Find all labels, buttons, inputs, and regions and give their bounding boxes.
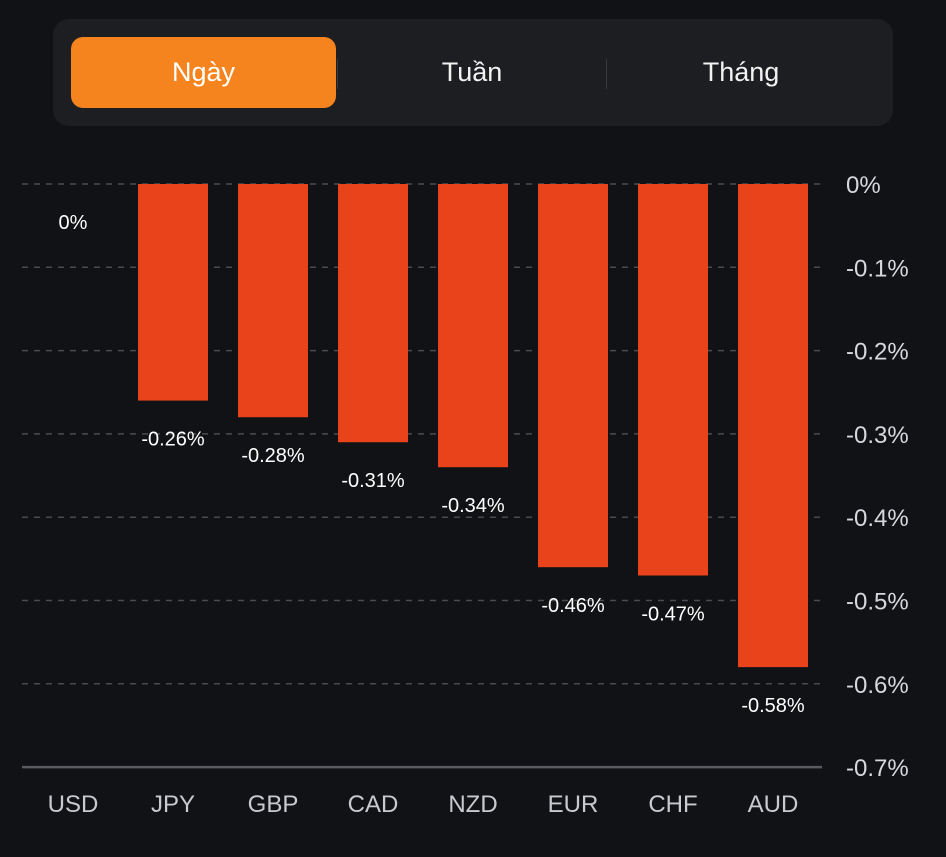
- tab-day[interactable]: Ngày: [71, 37, 336, 108]
- y-tick-label: -0.5%: [846, 589, 909, 616]
- tab-divider: [606, 59, 607, 89]
- bar-aud: [738, 184, 808, 668]
- bar-nzd: [438, 184, 508, 468]
- y-tick-label: -0.3%: [846, 422, 909, 449]
- y-tick-label: -0.2%: [846, 339, 909, 366]
- data-label: -0.26%: [141, 429, 205, 451]
- bar-jpy: [138, 184, 208, 401]
- y-tick-label: -0.1%: [846, 255, 909, 282]
- x-tick-label: JPY: [151, 791, 195, 818]
- x-tick-label: GBP: [248, 791, 299, 818]
- x-tick-label: USD: [48, 791, 99, 818]
- tab-divider: [337, 59, 338, 89]
- data-label: -0.46%: [541, 595, 605, 617]
- data-label: -0.34%: [441, 495, 505, 517]
- x-tick-label: CAD: [348, 791, 399, 818]
- x-tick-label: CHF: [648, 791, 697, 818]
- bar-gbp: [238, 184, 308, 418]
- y-tick-label: 0%: [846, 172, 881, 199]
- data-label: -0.58%: [741, 695, 805, 717]
- bar-eur: [538, 184, 608, 568]
- bar-cad: [338, 184, 408, 443]
- data-label: -0.47%: [641, 604, 705, 626]
- data-label: -0.28%: [241, 445, 305, 467]
- x-tick-label: NZD: [448, 791, 497, 818]
- x-tick-label: EUR: [548, 791, 599, 818]
- tab-week[interactable]: Tuần: [441, 57, 503, 87]
- data-label: -0.31%: [341, 470, 405, 492]
- data-label: 0%: [59, 212, 88, 234]
- x-tick-label: AUD: [748, 791, 799, 818]
- y-tick-label: -0.4%: [846, 505, 909, 532]
- period-segmented-control: Ngày Tuần Tháng: [53, 19, 893, 126]
- bar-chf: [638, 184, 708, 576]
- y-tick-label: -0.6%: [846, 672, 909, 699]
- tab-month[interactable]: Tháng: [702, 57, 780, 87]
- y-tick-label: -0.7%: [846, 755, 909, 782]
